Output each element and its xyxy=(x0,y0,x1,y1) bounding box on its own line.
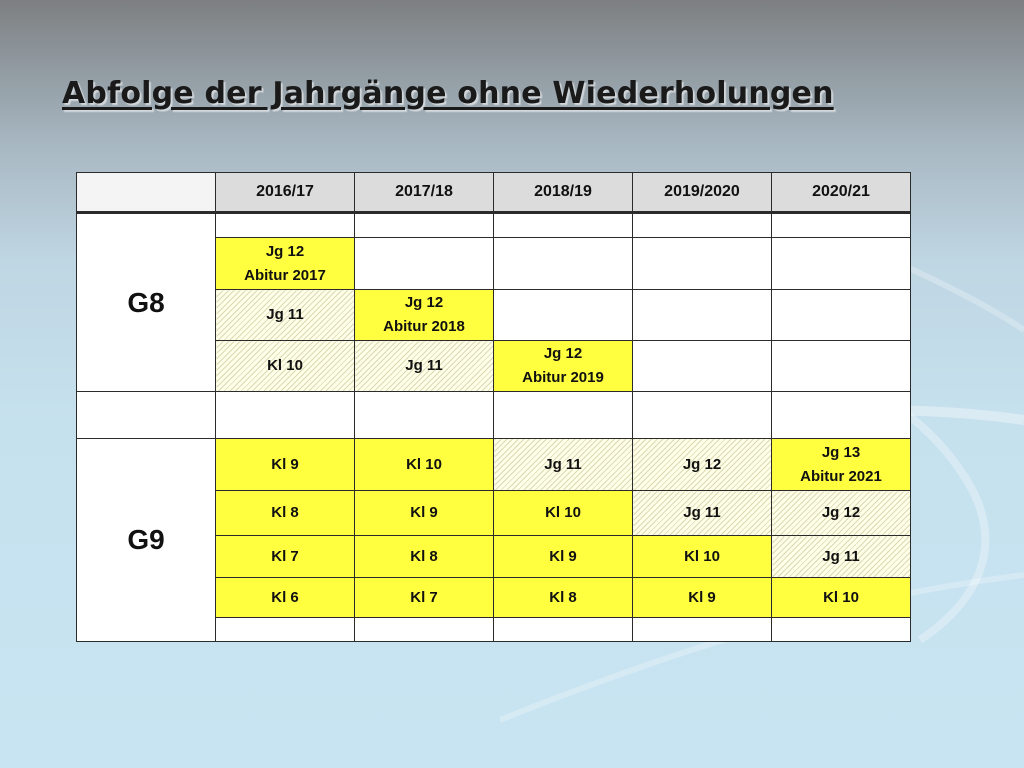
group-label-g9: G9 xyxy=(76,438,216,642)
table-cell: Kl 10 xyxy=(493,490,633,536)
table-cell: Kl 9 xyxy=(215,438,355,491)
cell-line: Jg 12 xyxy=(265,242,305,260)
table-cell: Kl 10 xyxy=(632,535,772,578)
table-cell-abitur: Jg 13 Abitur 2021 xyxy=(771,438,911,491)
table-cell: Jg 11 xyxy=(632,490,772,536)
table-cell xyxy=(632,617,772,642)
table-cell: Kl 8 xyxy=(354,535,494,578)
table-cell: Kl 8 xyxy=(493,577,633,618)
table-row: G8 xyxy=(76,212,911,392)
cell-line: Abitur 2019 xyxy=(522,369,604,386)
table-cell xyxy=(632,237,772,290)
table-cell: Kl 10 xyxy=(771,577,911,618)
table-cell xyxy=(493,391,633,439)
group-label-g8: G8 xyxy=(76,212,216,392)
table-row: Kl 7 Kl 8 Kl 9 Kl 10 Jg 11 xyxy=(77,535,911,578)
table-cell xyxy=(354,237,494,290)
table-cell: Kl 10 xyxy=(215,340,355,392)
cell-line: Abitur 2017 xyxy=(244,266,326,284)
spacer-row xyxy=(76,391,911,439)
table-cell: Kl 7 xyxy=(354,577,494,618)
header-year: 2016/17 xyxy=(215,172,355,214)
table-cell xyxy=(354,391,494,439)
table-cell: Kl 9 xyxy=(354,490,494,536)
table-cell xyxy=(493,289,633,341)
table-cell: Jg 11 xyxy=(215,289,355,341)
table-cell: Kl 9 xyxy=(632,577,772,618)
table-cell xyxy=(771,617,911,642)
cell-line: Jg 12 xyxy=(404,294,444,311)
header-row: 2016/17 2017/18 2018/19 2019/2020 2020/2… xyxy=(76,172,911,214)
table-cell xyxy=(632,391,772,439)
table-cell-abitur: Jg 12 Abitur 2018 xyxy=(354,289,494,341)
header-year: 2018/19 xyxy=(493,172,633,214)
table-cell: Kl 9 xyxy=(493,535,633,578)
table-cell xyxy=(771,212,911,238)
header-year: 2017/18 xyxy=(354,172,494,214)
cell-line: Abitur 2021 xyxy=(800,467,882,485)
table-cell xyxy=(493,212,633,238)
table-cell: Jg 11 xyxy=(771,535,911,578)
table-cell xyxy=(632,340,772,392)
table-cell xyxy=(632,212,772,238)
table-cell: Kl 7 xyxy=(215,535,355,578)
table-cell: Kl 6 xyxy=(215,577,355,618)
header-corner xyxy=(76,172,216,214)
table-row: Kl 10 Jg 11 Jg 12 Abitur 2019 xyxy=(77,340,911,392)
table-cell-abitur: Jg 12 Abitur 2019 xyxy=(493,340,633,392)
header-year: 2019/2020 xyxy=(632,172,772,214)
table-cell xyxy=(771,391,911,439)
slide-title: Abfolge der Jahrgänge ohne Wiederholunge… xyxy=(62,76,834,111)
table-cell xyxy=(493,617,633,642)
table-cell xyxy=(215,617,355,642)
table-cell xyxy=(771,237,911,290)
table-row: Kl 6 Kl 7 Kl 8 Kl 9 Kl 10 xyxy=(77,577,911,618)
table-cell xyxy=(771,289,911,341)
header-year: 2020/21 xyxy=(771,172,911,214)
table-cell: Jg 11 xyxy=(493,438,633,491)
table-cell: Jg 11 xyxy=(354,340,494,392)
table-cell xyxy=(354,212,494,238)
table-row xyxy=(77,617,911,642)
table-row: Kl 8 Kl 9 Kl 10 Jg 11 Jg 12 xyxy=(77,490,911,536)
cell-line: Jg 12 xyxy=(543,345,583,362)
table-cell: Jg 12 xyxy=(632,438,772,491)
table-row: Jg 11 Jg 12 Abitur 2018 xyxy=(77,289,911,341)
table-cell: Jg 12 xyxy=(771,490,911,536)
cohort-table: 2016/17 2017/18 2018/19 2019/2020 2020/2… xyxy=(76,172,911,642)
table-cell xyxy=(632,289,772,341)
cell-line: Abitur 2018 xyxy=(383,318,465,335)
table-cell-abitur: Jg 12 Abitur 2017 xyxy=(215,237,355,290)
cell-line: Jg 13 xyxy=(821,443,861,461)
table-cell xyxy=(215,212,355,238)
table-cell xyxy=(215,391,355,439)
table-cell: Kl 8 xyxy=(215,490,355,536)
table-cell xyxy=(493,237,633,290)
table-row: Jg 12 Abitur 2017 xyxy=(77,237,911,290)
table-cell xyxy=(771,340,911,392)
table-cell xyxy=(76,391,216,439)
table-row: G9 Kl 9 Kl 10 Jg 11 Jg 12 Jg 13 Abitur 2… xyxy=(76,438,911,642)
table-cell xyxy=(354,617,494,642)
table-cell: Kl 10 xyxy=(354,438,494,491)
